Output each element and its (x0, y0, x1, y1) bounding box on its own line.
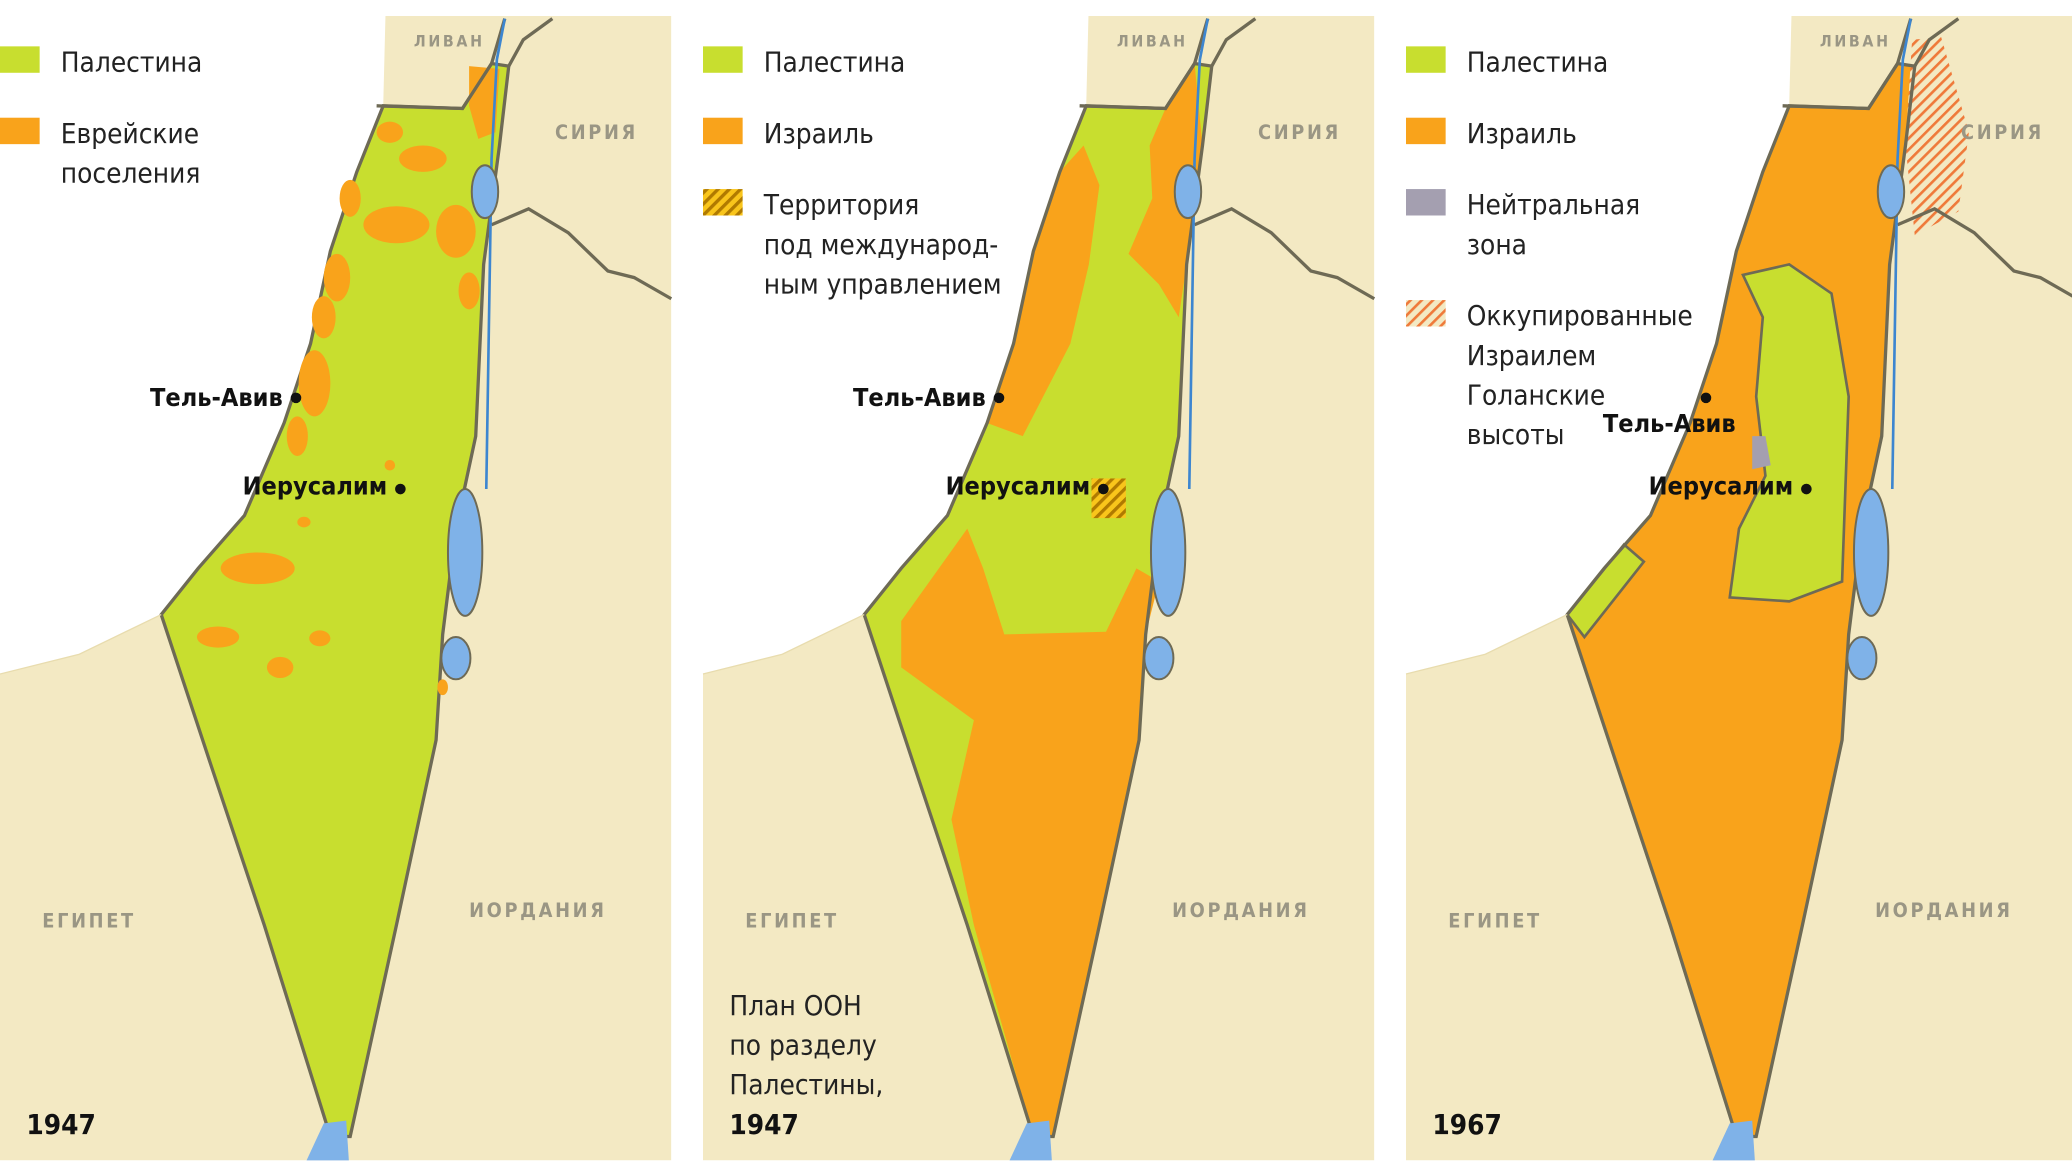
city-dot-tel-aviv (1700, 392, 1712, 404)
legend-swatch-israel (0, 117, 40, 145)
legend-label: Голанские (1467, 378, 1605, 411)
legend-swatch-palestine (0, 46, 40, 73)
lebanon-border (376, 18, 507, 111)
city-label-tel-aviv: Тель-Авив (150, 383, 283, 412)
country-label-egypt: ЕГИПЕТ (1448, 910, 1542, 933)
legend-swatch-israel (703, 117, 743, 145)
legend: Палестина Израиль Нейтральная зона Оккупиров… (1406, 45, 1693, 451)
city-label-tel-aviv: Тель-Авив (853, 383, 986, 412)
city-dot-jerusalem (1801, 483, 1812, 495)
city-dot-jerusalem (1098, 483, 1109, 495)
legend-label: Израиль (764, 117, 874, 150)
legend-label: Еврейские (61, 117, 199, 150)
map-caption: по разделу (729, 1029, 877, 1062)
legend-label: поселения (61, 156, 201, 189)
city-dot-jerusalem (395, 483, 406, 495)
map-panel-un-plan-1947 (703, 15, 1375, 1161)
legend: Палестина Еврейские поселения (0, 45, 202, 189)
gulf-of-aqaba (1712, 1120, 1755, 1161)
egypt-coast (1405, 613, 1568, 675)
country-label-egypt: ЕГИПЕТ (745, 910, 839, 933)
dead-sea (1149, 488, 1187, 617)
country-label-jordan: ИОРДАНИЯ (1875, 899, 2013, 922)
gulf-of-aqaba (1009, 1120, 1052, 1161)
country-label-jordan: ИОРДАНИЯ (469, 899, 607, 922)
neutral-zone (1752, 436, 1771, 470)
legend-swatch-palestine (703, 46, 743, 73)
sea-of-galilee (1173, 164, 1203, 220)
syria-jordan-border (1193, 207, 1376, 301)
country-label-jordan: ИОРДАНИЯ (1172, 899, 1310, 922)
syria-jordan-border (490, 207, 673, 301)
legend-label: Израилем (1467, 339, 1596, 372)
egypt-coast (702, 613, 865, 675)
panel-3-overlay: ЛИВАН СИРИЯ ЕГИПЕТ ИОРДАНИЯ Тель-Авив Иерусал… (1405, 17, 2072, 1161)
city-label-jerusalem: Иерусалим (1649, 471, 1794, 500)
country-label-lebanon: ЛИВАН (414, 31, 485, 50)
legend-label: высоты (1467, 418, 1565, 451)
jordan-river (1890, 18, 1913, 490)
map-caption: Палестины, (729, 1068, 883, 1101)
legend-swatch-hatch-orange (1406, 300, 1446, 327)
golan-heights (1905, 37, 1969, 236)
dead-sea-south (1143, 636, 1175, 681)
egypt-coast (0, 613, 162, 675)
jewish-settlements (196, 66, 500, 696)
panel-1-overlay: ЛИВАН СИРИЯ ЕГИПЕТ ИОРДАНИЯ Тель-Авив Иерусал… (0, 17, 673, 1161)
west-bank (1728, 262, 1851, 603)
city-label-jerusalem: Иерусалим (946, 471, 1091, 500)
dead-sea (446, 488, 484, 617)
dead-sea-south (1846, 636, 1878, 681)
jordan-river (1187, 18, 1210, 490)
legend-label: Палестина (61, 45, 203, 78)
country-label-egypt: ЕГИПЕТ (42, 910, 136, 933)
map-year: 1947 (26, 1108, 95, 1141)
international-zone-jerusalem (1091, 478, 1126, 519)
legend-label: Палестина (764, 45, 906, 78)
sea-of-galilee (470, 164, 500, 220)
legend-label: Оккупированные (1467, 299, 1693, 332)
syria-jordan-border (1896, 207, 2072, 298)
legend: Палестина Израиль Территория под международ… (703, 45, 1002, 300)
legend-label: под международ- (764, 228, 999, 261)
panel-2-overlay: ЛИВАН СИРИЯ ЕГИПЕТ ИОРДАНИЯ Тель-Авив Иерусал… (702, 17, 1376, 1161)
israel-territory (901, 63, 1203, 1137)
syria-border (507, 17, 554, 67)
country-label-syria: СИРИЯ (555, 121, 638, 144)
legend-label: Территория (763, 188, 919, 221)
legend-swatch-israel (1406, 117, 1446, 145)
lebanon-border (1079, 18, 1210, 111)
legend-label: зона (1467, 228, 1527, 261)
map-year: 1967 (1432, 1108, 1501, 1141)
legend-label: Нейтральная (1467, 188, 1640, 221)
country-label-syria: СИРИЯ (1258, 121, 1341, 144)
city-label-tel-aviv: Тель-Авив (1603, 409, 1736, 438)
map-panel-1967 (1406, 15, 2072, 1161)
map-caption: План ООН (729, 989, 861, 1022)
legend-swatch-palestine (1406, 46, 1446, 73)
legend-swatch-hatch-yellow (703, 189, 743, 216)
syria-border (1210, 17, 1257, 67)
gulf-of-aqaba (306, 1120, 349, 1161)
legend-label: ным управлением (764, 267, 1002, 300)
city-label-jerusalem: Иерусалим (243, 471, 388, 500)
map-year: 1947 (729, 1108, 798, 1141)
map-panel-1947 (0, 15, 672, 1161)
legend-swatch-neutral (1406, 189, 1446, 216)
dead-sea-south (440, 636, 472, 681)
jordan-river (484, 18, 507, 490)
city-dot-tel-aviv (290, 392, 302, 404)
syria-border (1913, 17, 1960, 67)
legend-label: Израиль (1467, 117, 1577, 150)
city-dot-tel-aviv (993, 392, 1005, 404)
country-label-lebanon: ЛИВАН (1117, 31, 1188, 50)
dead-sea (1852, 488, 1890, 617)
legend-label: Палестина (1467, 45, 1609, 78)
country-label-lebanon: ЛИВАН (1820, 31, 1891, 50)
sea-of-galilee (1876, 164, 1906, 220)
country-label-syria: СИРИЯ (1961, 121, 2044, 144)
lebanon-border (1782, 18, 1913, 111)
